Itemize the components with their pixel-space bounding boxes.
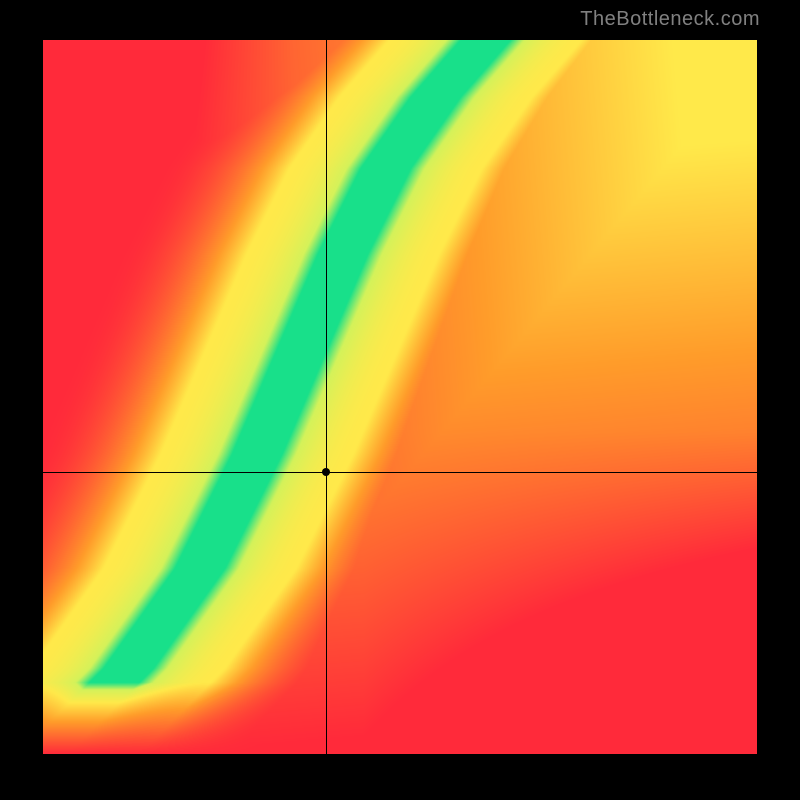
watermark-text: TheBottleneck.com bbox=[580, 8, 760, 31]
heatmap-plot bbox=[43, 40, 757, 754]
heatmap-canvas bbox=[43, 40, 757, 754]
